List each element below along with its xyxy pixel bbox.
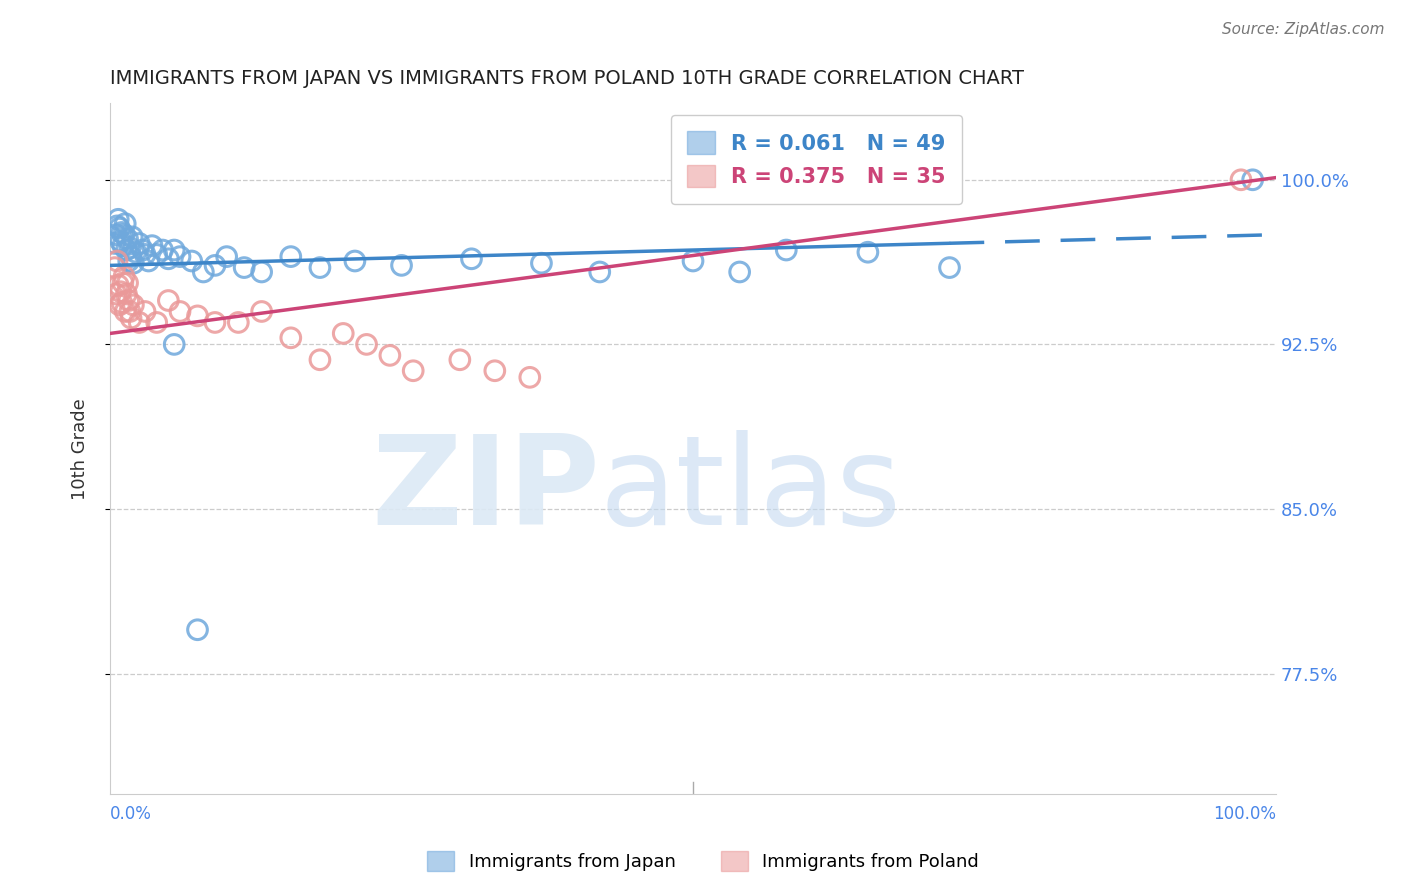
Point (138, 254, 160, 268)
Legend: Immigrants from Japan, Immigrants from Poland: Immigrants from Japan, Immigrants from P… (418, 842, 988, 880)
Point (402, 364, 425, 378)
Point (120, 250, 142, 264)
Point (280, 250, 302, 264)
Point (391, 259, 413, 273)
Point (117, 232, 139, 246)
Y-axis label: 10th Grade: 10th Grade (72, 398, 89, 500)
Point (250, 304, 273, 318)
Point (938, 260, 960, 275)
Point (111, 226, 134, 240)
Point (134, 247, 156, 261)
Point (104, 287, 127, 301)
Point (280, 331, 302, 345)
Point (107, 278, 129, 293)
Point (180, 254, 202, 268)
Point (309, 260, 332, 275)
Point (186, 623, 208, 637)
Point (519, 370, 541, 384)
Point (121, 230, 143, 244)
Point (122, 298, 145, 312)
Point (128, 236, 150, 251)
Point (125, 245, 148, 260)
Text: ZIP: ZIP (371, 430, 600, 550)
Point (157, 252, 180, 266)
Point (728, 265, 751, 279)
Point (145, 315, 167, 329)
Point (110, 285, 132, 299)
Point (186, 309, 208, 323)
Point (589, 265, 612, 279)
Text: IMMIGRANTS FROM JAPAN VS IMMIGRANTS FROM POLAND 10TH GRADE CORRELATION CHART: IMMIGRANTS FROM JAPAN VS IMMIGRANTS FROM… (110, 69, 1024, 87)
Point (118, 254, 141, 268)
Point (215, 250, 238, 264)
Point (114, 304, 136, 318)
Point (682, 254, 704, 268)
Point (157, 293, 180, 308)
Point (460, 252, 482, 266)
Point (1241, 173, 1264, 187)
Point (152, 243, 174, 257)
Point (141, 238, 163, 252)
Point (530, 256, 553, 270)
Point (169, 304, 191, 318)
Point (107, 212, 129, 227)
Point (145, 247, 167, 261)
Point (132, 243, 155, 257)
Point (128, 315, 150, 329)
Point (104, 227, 127, 242)
Point (104, 260, 127, 275)
Point (112, 227, 135, 242)
Point (775, 243, 797, 257)
Point (111, 238, 134, 252)
Point (356, 337, 378, 351)
Point (104, 236, 127, 251)
Point (120, 311, 142, 326)
Point (250, 265, 273, 279)
Point (111, 276, 134, 290)
Legend: R = 0.061   N = 49, R = 0.375   N = 35: R = 0.061 N = 49, R = 0.375 N = 35 (671, 115, 963, 204)
Point (449, 352, 471, 367)
Point (169, 250, 191, 264)
Point (204, 259, 226, 273)
Point (105, 254, 128, 268)
Point (117, 276, 139, 290)
Point (309, 352, 332, 367)
Point (193, 265, 215, 279)
Text: 100.0%: 100.0% (1213, 805, 1277, 823)
Point (163, 337, 186, 351)
Point (204, 315, 226, 329)
Point (856, 245, 879, 260)
Point (108, 221, 131, 235)
Point (118, 293, 141, 308)
Point (134, 304, 156, 318)
Point (118, 241, 141, 255)
Point (233, 260, 256, 275)
Point (122, 256, 145, 270)
Point (163, 243, 186, 257)
Point (118, 304, 141, 318)
Point (484, 364, 506, 378)
Point (343, 254, 366, 268)
Point (110, 234, 132, 248)
Point (108, 298, 131, 312)
Text: Source: ZipAtlas.com: Source: ZipAtlas.com (1222, 22, 1385, 37)
Point (115, 243, 138, 257)
Point (378, 348, 401, 362)
Point (114, 217, 136, 231)
Point (228, 315, 250, 329)
Text: 0.0%: 0.0% (110, 805, 152, 823)
Point (332, 326, 354, 341)
Point (112, 269, 135, 284)
Point (1230, 173, 1253, 187)
Point (111, 295, 134, 310)
Point (105, 219, 128, 233)
Point (115, 287, 138, 301)
Text: atlas: atlas (600, 430, 901, 550)
